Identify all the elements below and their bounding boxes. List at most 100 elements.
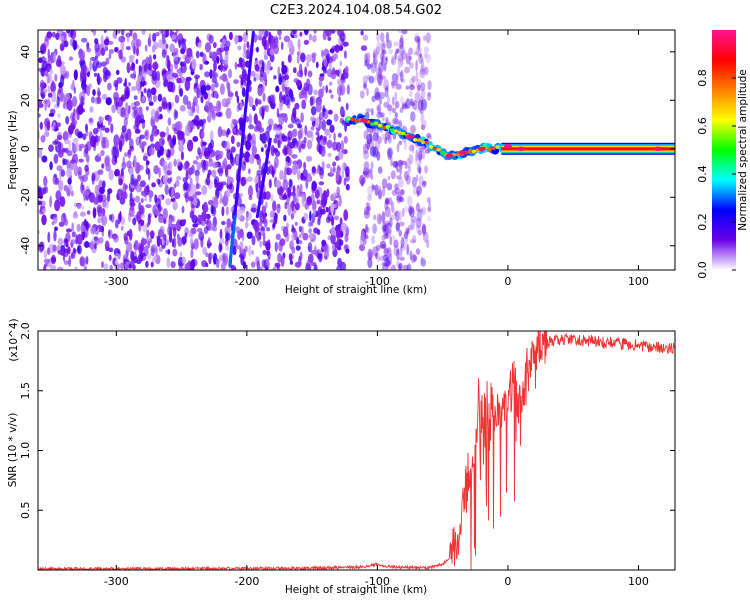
heatmap-noise-cell [224,59,229,66]
heatmap-noise-cell [259,211,264,221]
heatmap-noise-cell [90,57,97,61]
heatmap-noise-cell [211,110,216,121]
heatmap-noise-cell [133,95,138,100]
heatmap-noise-cell [360,30,364,36]
heatmap-noise-cell [397,57,404,68]
heatmap-noise-cell [282,94,286,105]
heatmap-noise-cell [145,260,149,268]
heatmap-noise-cell [336,165,341,177]
heatmap-noise-cell [409,239,416,244]
heatmap-noise-cell [276,107,280,118]
heatmap-noise-cell [122,156,126,166]
heatmap-noise-cell [385,198,390,205]
heatmap-noise-cell [215,100,222,111]
heatmap-noise-cell [248,154,255,164]
heatmap-noise-cell [318,192,323,198]
heatmap-noise-cell [333,132,336,142]
heatmap-noise-cell [418,208,424,213]
heatmap-noise-cell [266,227,271,232]
heatmap-noise-cell [254,175,259,184]
heatmap-noise-cell [115,98,119,111]
heatmap-noise-cell [170,34,177,40]
heatmap-noise-cell [147,213,151,226]
heatmap-noise-cell [401,30,408,35]
heatmap-noise-cell [403,231,409,240]
heatmap-noise-cell [38,148,43,159]
heatmap-noise-cell [245,216,249,222]
heatmap-noise-cell [108,40,114,45]
heatmap-noise-cell [326,139,333,149]
heatmap-noise-cell [363,83,367,89]
heatmap-noise-cell [389,236,393,246]
heatmap-noise-cell [159,113,163,120]
heatmap-noise-cell [165,59,168,68]
heatmap-noise-cell [398,159,403,170]
heatmap-noise-cell [423,52,429,59]
heatmap-noise-cell [179,105,186,112]
heatmap-noise-cell [250,207,257,213]
heatmap-noise-cell [169,145,175,156]
heatmap-noise-cell [400,70,404,83]
heatmap-noise-cell [299,251,303,261]
heatmap-noise-cell [123,152,129,158]
heatmap-noise-cell [216,55,220,64]
heatmap-noise-cell [289,240,294,250]
heatmap-noise-cell [91,173,95,185]
heatmap-noise-cell [158,246,163,252]
heatmap-noise-cell [417,229,422,236]
heatmap-noise-cell [390,264,396,270]
heatmap-noise-cell [329,124,335,133]
heatmap-noise-cell [328,134,332,139]
heatmap-noise-cell [127,149,132,156]
heatmap-noise-cell [190,237,194,247]
heatmap-noise-cell [391,107,396,114]
heatmap-noise-cell [258,100,262,105]
heatmap-noise-cell [327,212,333,222]
heatmap-noise-cell [257,87,263,97]
heatmap-noise-cell [199,51,204,57]
heatmap-noise-cell [236,245,240,250]
heatmap-noise-cell [39,121,43,130]
heatmap-noise-cell [333,215,340,221]
heatmap-noise-cell [425,53,432,64]
heatmap-noise-cell [297,240,303,245]
heatmap-noise-cell [398,221,405,227]
heatmap-noise-cell [391,73,399,82]
heatmap-noise-cell [425,32,431,44]
heatmap-noise-cell [101,212,104,224]
heatmap-noise-cell [383,233,389,240]
heatmap-noise-cell [141,30,146,36]
heatmap-noise-cell [154,110,160,123]
heatmap-noise-cell [418,167,422,175]
heatmap-noise-cell [300,143,306,148]
heatmap-noise-cell [97,194,103,203]
heatmap-noise-cell [205,213,211,220]
heatmap-noise-cell [372,50,378,61]
heatmap-noise-cell [362,34,369,41]
heatmap-noise-cell [54,199,61,212]
heatmap-noise-cell [76,113,80,121]
heatmap-noise-cell [73,87,77,94]
heatmap-noise-cell [145,167,150,175]
heatmap-noise-cell [405,174,411,185]
heatmap-noise-cell [384,225,390,237]
heatmap-noise-cell [217,168,224,174]
heatmap-noise-cell [200,84,207,96]
heatmap-noise-cell [136,46,139,57]
heatmap-noise-cell [41,214,47,226]
heatmap-noise-cell [264,143,267,149]
heatmap-noise-cell [120,30,125,36]
heatmap-noise-cell [234,61,238,70]
heatmap-noise-cell [423,35,426,41]
heatmap-noise-cell [321,49,324,58]
heatmap-noise-cell [393,245,400,257]
heatmap-noise-cell [214,81,219,88]
heatmap-noise-cell [334,69,340,75]
heatmap-noise-cell [201,185,208,196]
heatmap-noise-cell [140,197,144,204]
heatmap-noise-cell [371,108,374,116]
heatmap-noise-cell [53,125,58,132]
heatmap-noise-cell [391,57,396,66]
heatmap-noise-cell [416,36,421,48]
heatmap-noise-cell [49,195,52,208]
